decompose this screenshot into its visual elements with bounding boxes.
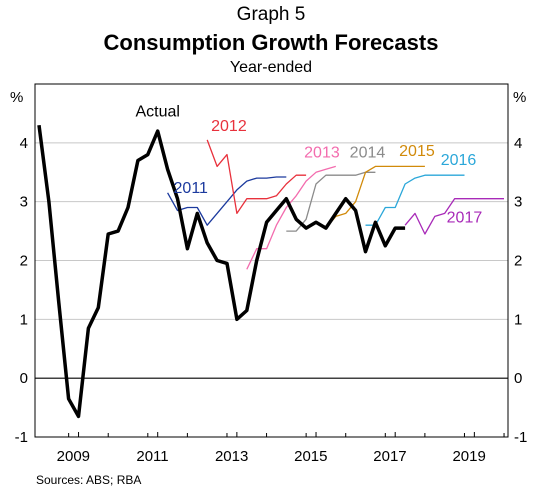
x-tick-label: 2009 xyxy=(57,448,90,465)
y-unit-label-right: % xyxy=(513,89,526,106)
y-tick-label-left: 0 xyxy=(20,370,28,387)
y-tick-label-right: 2 xyxy=(514,253,522,270)
series-line-2012 xyxy=(206,139,307,215)
y-unit-label-left: % xyxy=(10,89,23,106)
x-tick-label: 2013 xyxy=(215,448,248,465)
series-line-2013 xyxy=(246,165,336,270)
series-label-actual: Actual xyxy=(135,103,179,120)
series-label-2016: 2016 xyxy=(441,152,477,169)
y-tick-label-right: -1 xyxy=(514,429,527,446)
y-tick-label-left: 2 xyxy=(20,253,28,270)
chart-subtitle: Year-ended xyxy=(229,59,313,76)
sources-note: Sources: ABS; RBA xyxy=(36,473,142,487)
series-line-actual xyxy=(37,124,406,419)
series-line-2017 xyxy=(404,198,504,235)
series-line-2016 xyxy=(365,174,465,226)
x-tick-label: 2015 xyxy=(294,448,327,465)
y-tick-label-right: 4 xyxy=(514,135,522,152)
series-label-2017: 2017 xyxy=(447,209,483,226)
series-label-2012: 2012 xyxy=(211,118,247,135)
series-label-2011: 2011 xyxy=(174,180,209,197)
series-label-2014: 2014 xyxy=(350,145,386,162)
graph-label: Graph 5 xyxy=(236,4,306,25)
y-tick-label-left: 1 xyxy=(20,311,28,328)
y-tick-label-left: -1 xyxy=(15,429,28,446)
series-label-2013: 2013 xyxy=(304,145,340,162)
x-tick-label: 2017 xyxy=(373,448,406,465)
y-tick-label-left: 3 xyxy=(20,194,28,211)
y-tick-label-right: 0 xyxy=(514,370,522,387)
x-tick-label: 2011 xyxy=(136,448,168,465)
chart-title: Consumption Growth Forecasts xyxy=(103,30,439,55)
y-tick-label-right: 1 xyxy=(514,311,522,328)
series-line-2015 xyxy=(325,165,425,229)
gridlines xyxy=(35,142,508,379)
series-lines xyxy=(37,124,504,419)
y-tick-label-left: 4 xyxy=(20,135,28,152)
series-label-2015: 2015 xyxy=(399,143,435,160)
y-tick-label-right: 3 xyxy=(514,194,522,211)
series-line-2011 xyxy=(167,176,287,226)
plot-frame xyxy=(34,83,509,438)
x-tick-label: 2019 xyxy=(452,448,485,465)
series-labels: Actual 2011 2012 2013 2014 2015 2016 2017 xyxy=(135,103,482,226)
tick-labels: -1 -1 0 0 1 1 2 2 3 3 4 4 2009 2011 2013 2015 2017 2019 xyxy=(15,135,528,465)
